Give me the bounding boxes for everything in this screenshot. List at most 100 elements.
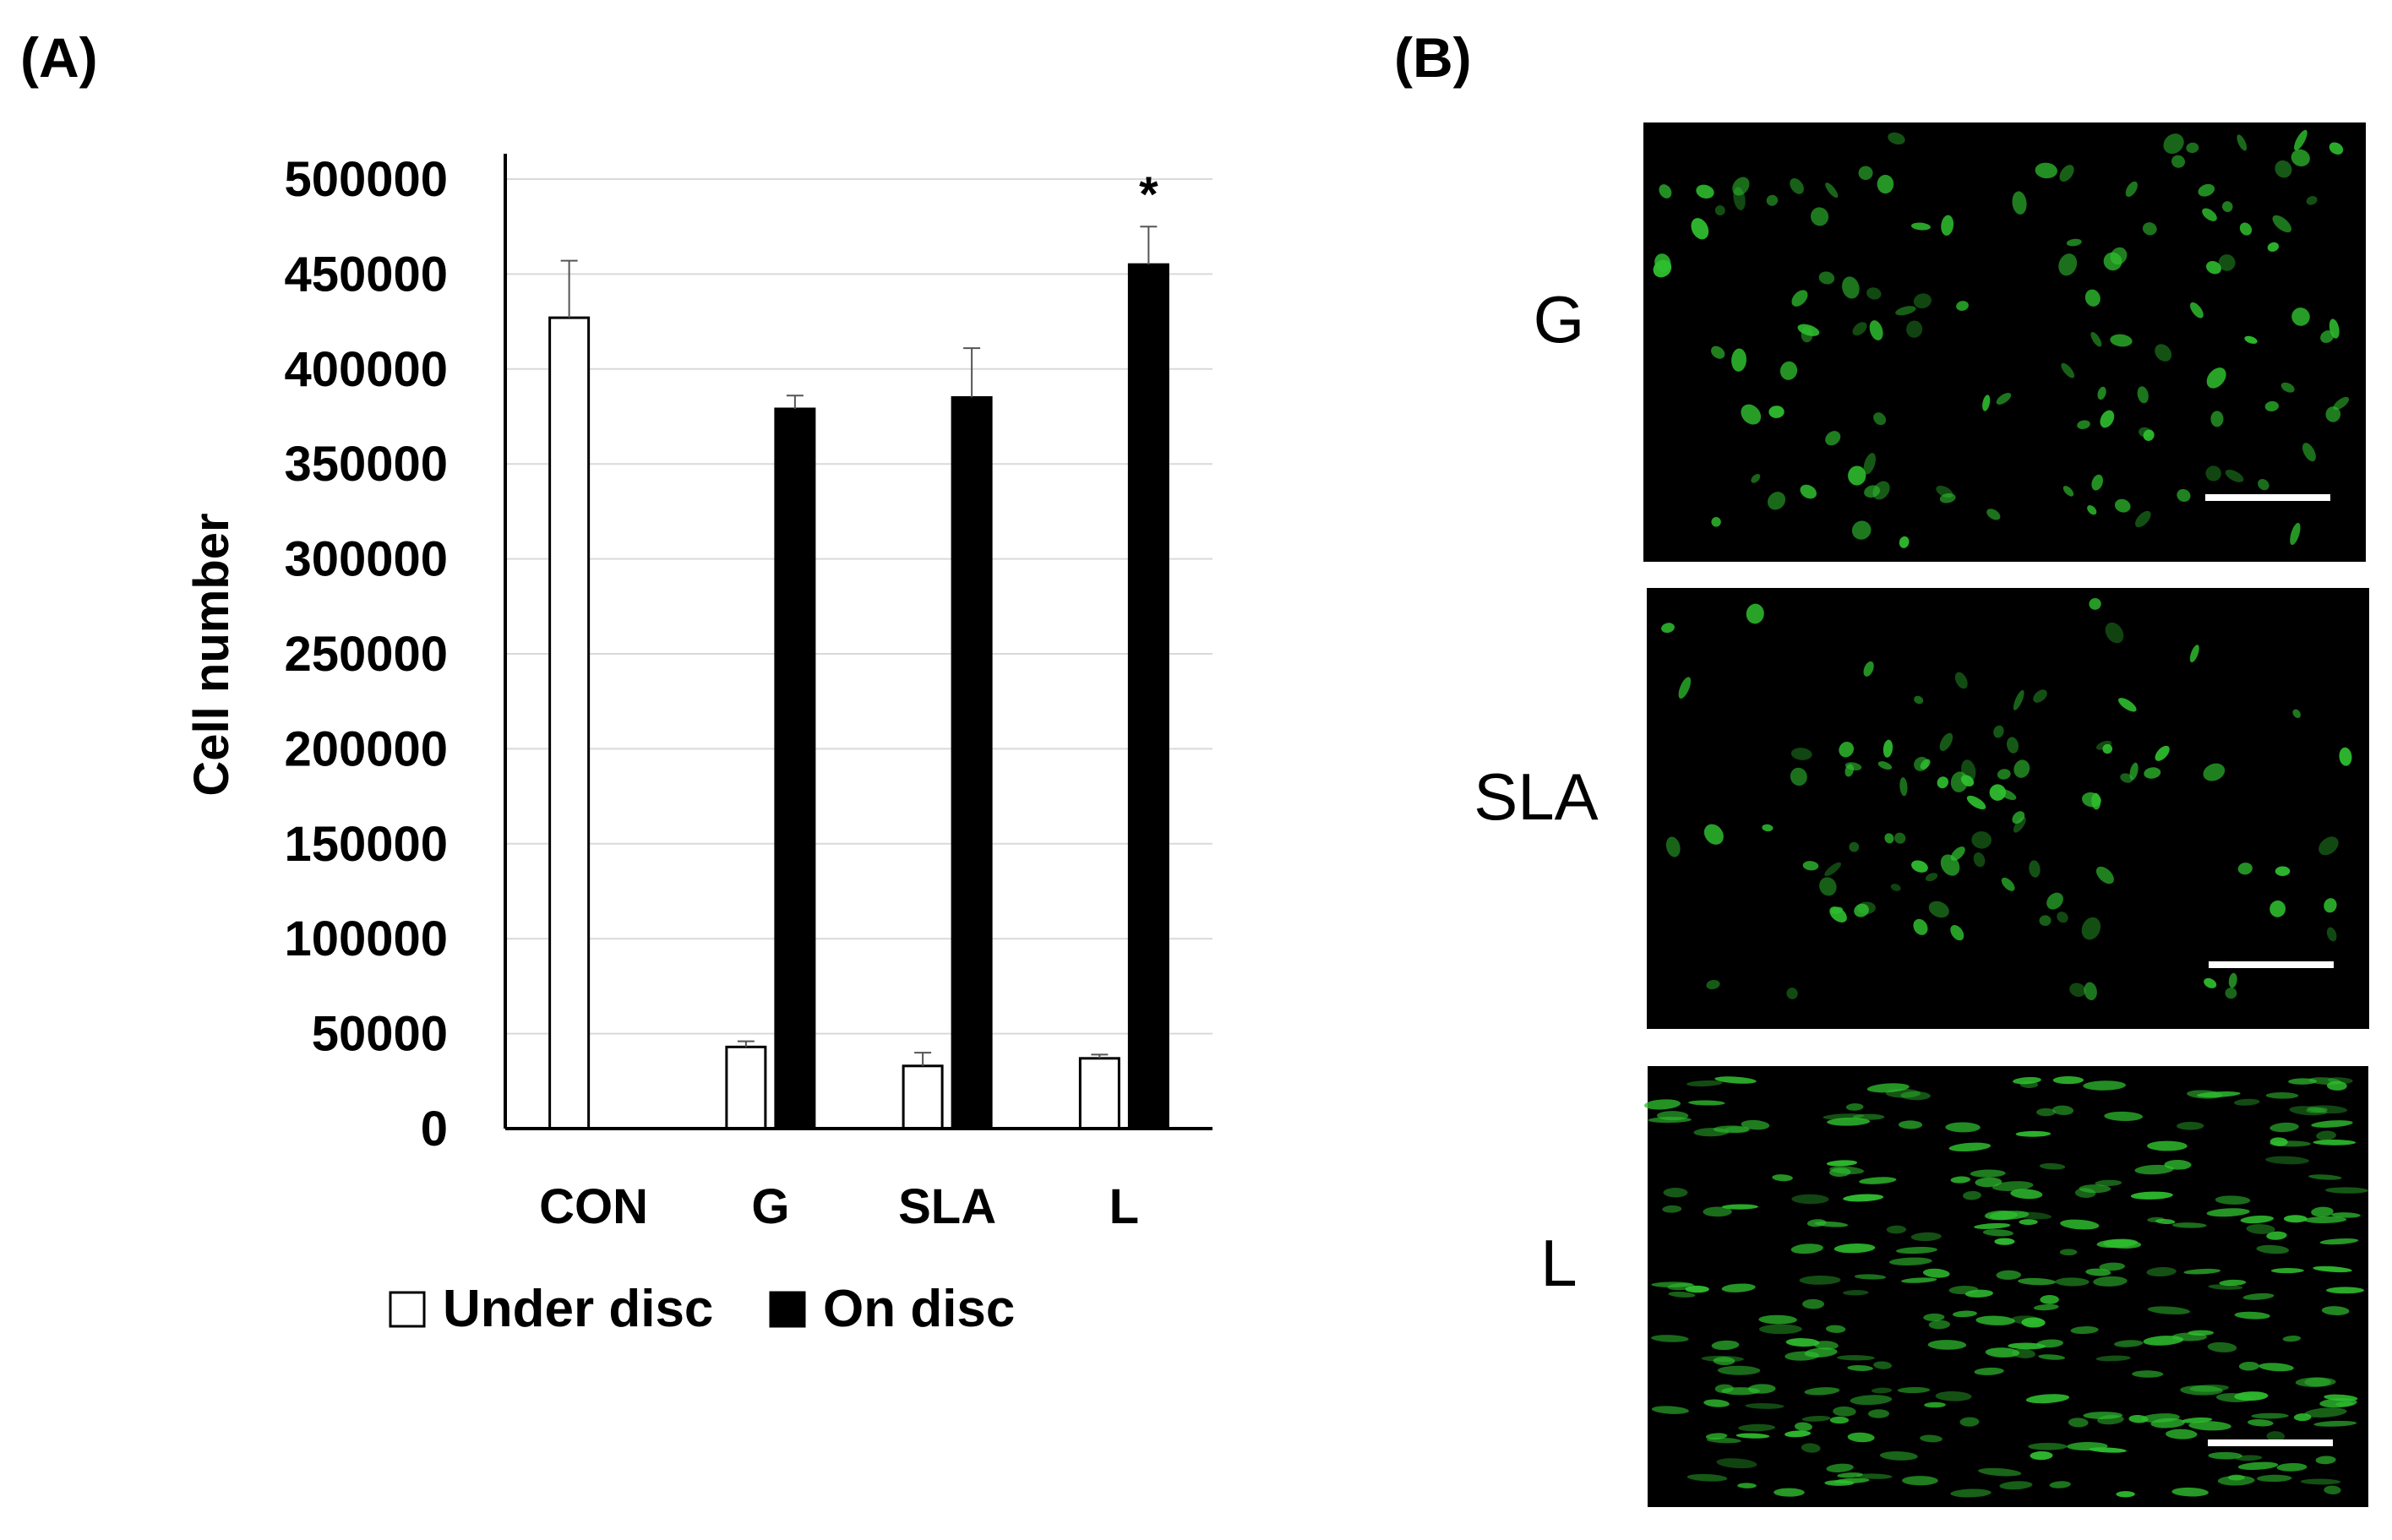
cell [2132, 1370, 2164, 1378]
cell [2256, 1244, 2290, 1254]
cell [1910, 222, 1931, 231]
cell [1825, 431, 1841, 446]
cell [1662, 1205, 1682, 1213]
cell [1937, 776, 1948, 789]
cell [2144, 767, 2161, 779]
cell [2282, 1336, 2302, 1342]
cell [1758, 1314, 1797, 1325]
x-tick-label: L [1109, 1179, 1139, 1234]
cell [1713, 1357, 1735, 1366]
cell [2017, 1277, 2057, 1286]
cell [1877, 174, 1894, 194]
cell [1848, 465, 1866, 486]
cell [2239, 222, 2253, 236]
cell [1906, 320, 1923, 338]
cell [2311, 1206, 2334, 1217]
y-tick-label: 100000 [284, 911, 448, 966]
cell-cluster [1653, 129, 2350, 548]
cell [2057, 911, 2068, 923]
cell [2025, 1394, 2070, 1404]
cell [2021, 1317, 2046, 1328]
cell [1711, 1340, 1740, 1351]
cell [1790, 767, 1807, 786]
cell [2100, 410, 2115, 428]
cell [1888, 1257, 1932, 1265]
cell [1899, 777, 1908, 797]
cell [2012, 811, 2025, 824]
cell [1939, 732, 1953, 752]
cell [2091, 474, 2103, 491]
cell [2052, 1105, 2074, 1115]
legend-label: Under disc [443, 1280, 713, 1338]
y-tick-label: 200000 [284, 721, 448, 776]
cell [1863, 453, 1876, 475]
cell [2059, 1249, 2078, 1256]
cell [1996, 1270, 2022, 1280]
cell [2206, 367, 2226, 389]
micrograph-sla [1647, 588, 2369, 1029]
cell [2008, 1342, 2046, 1350]
cell [1851, 520, 1872, 540]
cell [2269, 1122, 2299, 1133]
cell [2227, 1474, 2245, 1481]
cell [2105, 622, 2124, 644]
bar-under-disc [548, 316, 591, 1130]
cell [1819, 877, 1837, 896]
bar-on-disc [1127, 263, 1169, 1130]
cell [1659, 184, 1672, 199]
cell [1665, 836, 1681, 857]
panel-a-label: (A) [20, 26, 98, 89]
cell [2320, 330, 2335, 343]
cell [1859, 1177, 1897, 1184]
cell [2218, 254, 2236, 271]
cell [1784, 1430, 1812, 1438]
cell [2128, 1414, 2149, 1423]
cell [1804, 1387, 1840, 1396]
cell [1735, 1433, 1770, 1439]
cell [2114, 1340, 2144, 1347]
cell [1785, 1338, 1820, 1347]
cell [2114, 498, 2131, 513]
cell [2237, 863, 2253, 875]
cell [1922, 1268, 1950, 1278]
cell [1829, 1416, 1850, 1424]
cell [1997, 769, 2011, 780]
cell [1791, 1194, 1829, 1205]
cell [1842, 276, 1860, 299]
cell [1758, 1324, 1802, 1335]
cell [2035, 162, 2057, 179]
cell [1824, 862, 1842, 877]
cell [1794, 1422, 1812, 1431]
cell [1924, 1401, 1946, 1408]
cell [2198, 183, 2215, 197]
cell [1714, 1384, 1734, 1393]
cell [1854, 1274, 1887, 1280]
cell [2001, 877, 2015, 891]
cell [1923, 1313, 1945, 1321]
cell [2036, 1107, 2056, 1117]
cell [1833, 1406, 1856, 1417]
cell [2058, 253, 2078, 276]
cell [2150, 1418, 2186, 1428]
cell [2040, 1295, 2059, 1304]
cell [1888, 132, 1905, 145]
cell [2290, 522, 2301, 546]
cell [1721, 1204, 1759, 1210]
cell [1791, 290, 1808, 307]
cell [2120, 773, 2133, 783]
cell [1732, 177, 1750, 196]
cell [2237, 1461, 2279, 1471]
cell [2208, 1451, 2242, 1460]
cell [2313, 1265, 2352, 1273]
cell [2052, 1076, 2084, 1085]
cell [2066, 238, 2082, 247]
cell [2326, 1287, 2365, 1294]
cell [1651, 1282, 1693, 1287]
cell [2166, 1428, 2198, 1439]
y-tick-label: 300000 [284, 532, 448, 587]
cell [2272, 215, 2292, 233]
cell [2147, 1140, 2188, 1151]
cell [1879, 1451, 1918, 1461]
cell [1884, 833, 1894, 844]
